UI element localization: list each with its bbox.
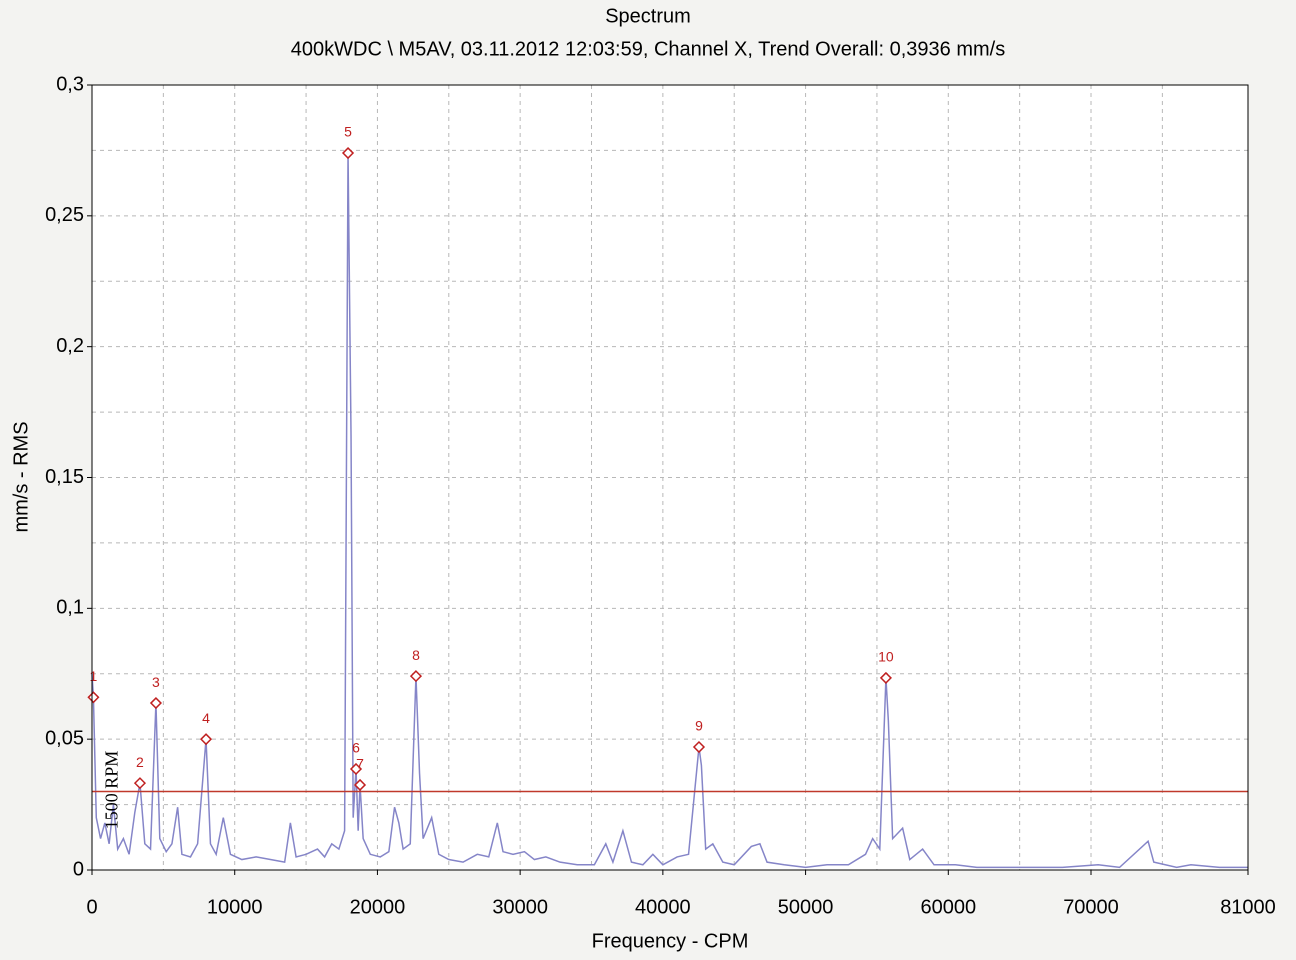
peak-marker: [349, 762, 363, 776]
peak-marker: [409, 670, 423, 683]
y-axis-label: mm/s - RMS: [10, 421, 32, 532]
peak-marker: [149, 696, 162, 710]
peak-marker: [341, 146, 355, 160]
plot-border: [91, 84, 1249, 871]
annotation: 1500 RPM: [102, 751, 122, 830]
y-tick-label: 0,05: [45, 727, 84, 749]
peak-label: 3: [152, 674, 160, 690]
x-tick-label: 40000: [635, 896, 691, 918]
x-tick-label: 30000: [492, 896, 548, 918]
peak-marker: [199, 733, 213, 746]
y-tick-label: 0,25: [45, 204, 84, 226]
peak-label: 10: [878, 649, 894, 665]
peak-label: 1: [90, 668, 98, 684]
peak-label: 2: [136, 754, 144, 770]
x-tick-label: 50000: [778, 896, 834, 918]
y-tick-label: 0,3: [56, 73, 84, 95]
spectrum-line: [91, 153, 1248, 869]
peak-marker: [87, 691, 100, 704]
peak-label: 9: [695, 718, 703, 734]
peak-marker: [353, 778, 367, 792]
peak-label: 7: [356, 756, 364, 772]
x-axis-label: Frequency - CPM: [592, 930, 749, 952]
chart-title: Spectrum: [605, 5, 691, 27]
x-tick-label: 81000: [1220, 896, 1276, 918]
x-tick-label: 0: [86, 896, 97, 918]
x-tick-label: 20000: [350, 896, 406, 918]
y-tick-label: 0,15: [45, 466, 84, 488]
peak-marker: [692, 740, 706, 754]
y-tick-label: 0,1: [56, 597, 84, 619]
peak-label: 6: [352, 740, 360, 756]
x-tick-label: 70000: [1063, 896, 1119, 918]
chart-subtitle: 400kWDC \ M5AV, 03.11.2012 12:03:59, Cha…: [291, 38, 1005, 60]
peak-marker: [879, 671, 892, 684]
peak-marker: [133, 777, 147, 790]
peak-label: 8: [412, 647, 420, 663]
peak-label: 4: [202, 710, 210, 726]
x-tick-label: 10000: [207, 896, 263, 918]
y-tick-label: 0,2: [56, 335, 84, 357]
y-tick-label: 0: [73, 858, 84, 880]
x-tick-label: 60000: [920, 896, 976, 918]
peak-label: 5: [344, 124, 352, 140]
